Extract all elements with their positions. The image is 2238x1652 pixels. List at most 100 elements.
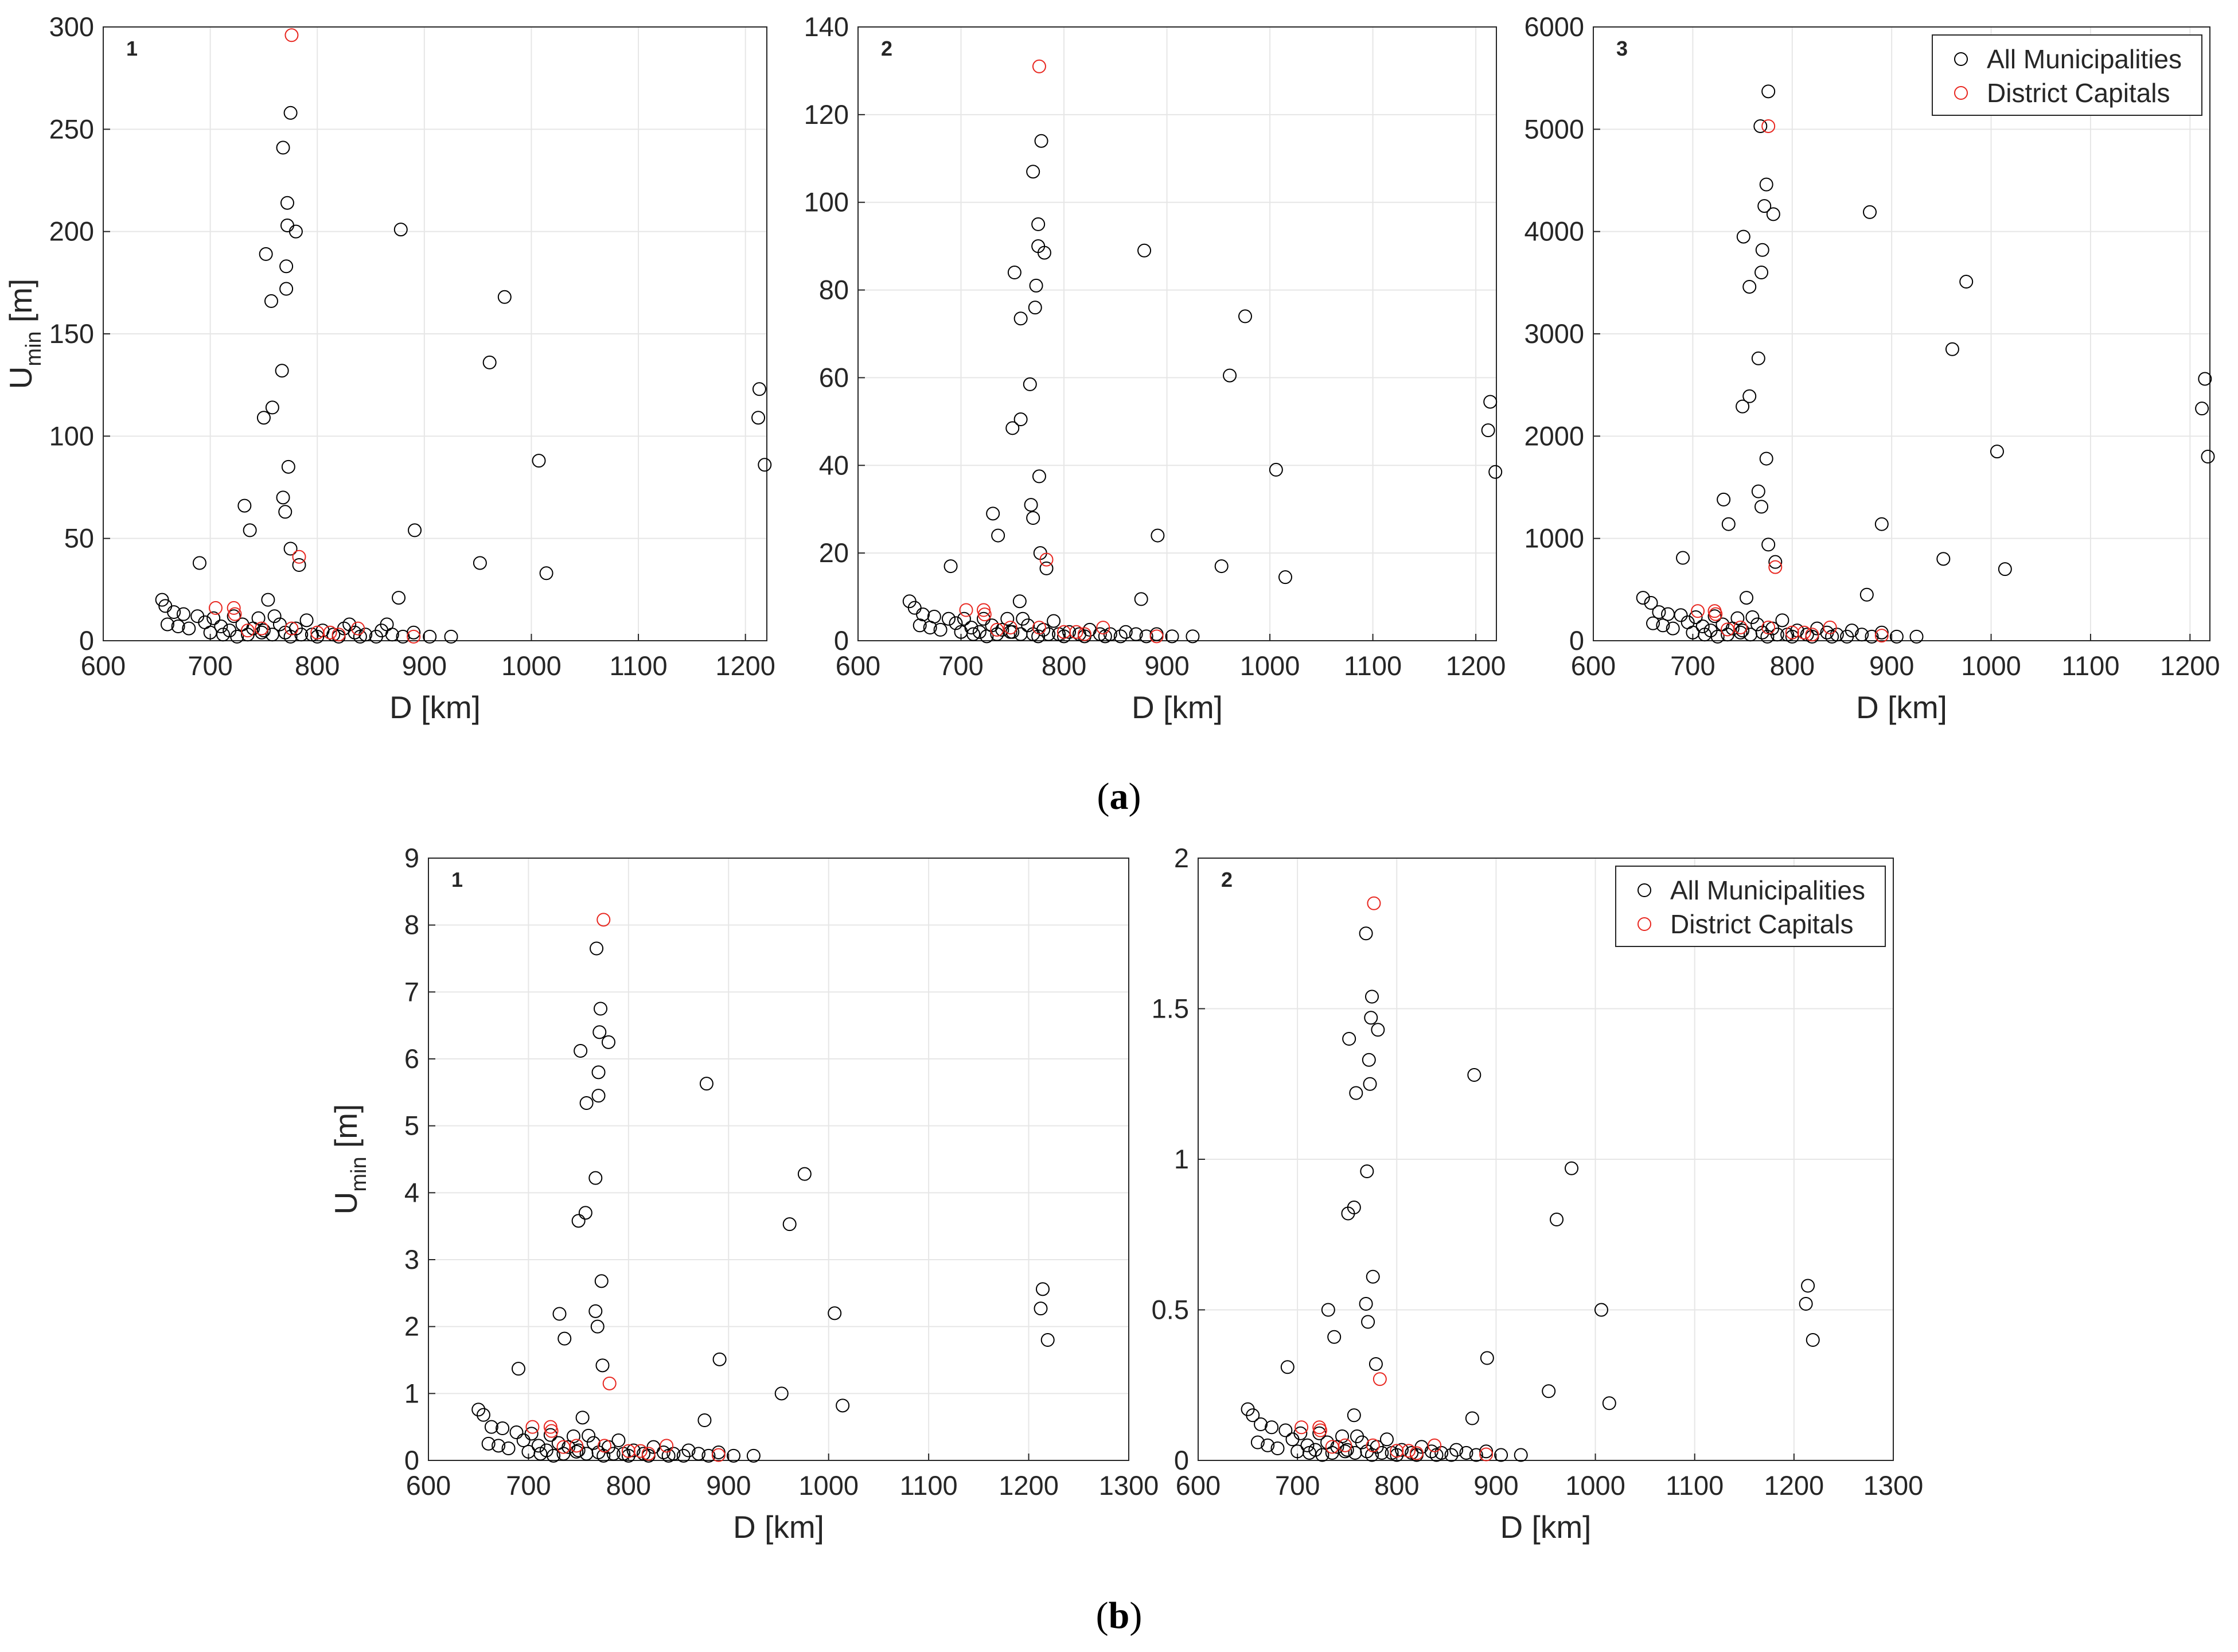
municipality-point [533,1447,548,1461]
municipality-point [1565,1161,1579,1175]
municipality-point [986,506,1000,521]
municipality-point [557,1331,572,1346]
y-tick-label: 5 [404,1111,419,1141]
panel-number: 3 [1616,37,1628,60]
chart-b2: 600 700 800 900 1000 1100 1200 1300 0 0.5 1 1.5 2 2 D … [1152,843,1924,1545]
x-tick-label: 600 [836,650,880,681]
municipality-point [578,1206,592,1220]
municipality-point [691,1447,705,1461]
municipality-point [1361,1315,1375,1329]
y-tick-label: 40 [819,450,849,480]
municipality-point [1034,134,1048,148]
municipality-point [582,1428,596,1443]
series-district-capitals [959,59,1164,644]
municipality-point [501,1441,516,1455]
capital-point [1768,560,1783,574]
municipality-point [1349,1086,1363,1100]
capital-point [596,913,611,927]
municipality-point [1936,552,1951,566]
capital-point [1874,629,1889,643]
y-tick-label: 200 [49,216,94,247]
municipality-point [1254,1417,1268,1431]
municipality-point [1280,1360,1295,1374]
municipality-point [1945,342,1959,356]
municipality-point [1348,1446,1362,1460]
municipality-point [294,628,309,642]
municipality-point [590,941,604,956]
x-tick-label: 1000 [1961,650,2021,681]
municipality-point [1037,246,1051,260]
municipality-point [280,196,294,210]
x-axis-label: D [km] [1132,689,1223,725]
municipality-point [1825,629,1839,644]
capital-point [570,1439,584,1453]
municipality-point [1710,629,1725,644]
capital-point [1797,625,1811,640]
capital-point [597,1439,611,1453]
municipality-point [943,559,958,574]
municipality-point [237,498,252,513]
municipality-point [1363,1077,1377,1091]
capital-point [351,621,365,636]
caption-a-close: ) [1129,776,1141,817]
municipality-point [1909,629,1924,644]
municipality-point [423,629,437,644]
municipality-point [1047,614,1061,628]
capital-point [323,625,337,640]
x-tick-label: 900 [706,1470,751,1501]
municipality-point [1865,629,1879,644]
municipality-point [1342,1032,1356,1046]
capital-point [1402,1444,1416,1458]
y-axis-label: Umin [m] [328,1104,371,1215]
municipality-point [1007,266,1021,279]
plot-frame [428,858,1129,1461]
y-tick-label: 1000 [1524,523,1584,554]
municipality-point [588,1171,603,1185]
y-tick-label: 5000 [1524,114,1584,144]
municipality-point [1360,1164,1374,1178]
municipality-point [511,1362,525,1376]
x-tick-label: 800 [1770,650,1815,681]
municipality-point [774,1386,789,1401]
municipality-point [1480,1351,1494,1365]
municipality-point [1990,445,2004,459]
y-tick-label: 1 [1174,1144,1189,1174]
legend: All Municipalities District Capitals [1932,34,2202,116]
x-tick-label: 700 [938,650,983,681]
x-tick-label: 800 [295,650,340,681]
y-tick-label: 2 [1174,843,1189,873]
municipality-point [1429,1448,1444,1462]
legend-label-capitals: District Capitals [1987,78,2170,108]
x-tick-label: 1100 [2061,650,2119,681]
x-tick-label: 1000 [1240,650,1300,681]
x-tick-label: 1200 [999,1470,1059,1501]
caption-b-open: ( [1096,1595,1109,1637]
municipality-point [1759,451,1773,466]
municipality-point [1602,1396,1616,1411]
municipality-point [1459,1446,1473,1460]
municipality-point [923,621,937,635]
municipality-point [531,1439,545,1453]
y-tick-label: 60 [819,362,849,392]
municipality-point [1766,207,1780,221]
municipality-point [1469,1448,1483,1462]
municipality-point [972,625,987,639]
municipality-point [484,1420,498,1434]
municipality-point [991,528,1005,543]
municipality-point [278,505,293,519]
municipality-point [1695,620,1710,634]
series-district-capitals [525,913,726,1462]
capital-point [1785,625,1799,640]
capital-point [1805,628,1819,642]
municipality-point [1768,555,1783,569]
capital-point [711,1448,726,1462]
municipality-point [471,1402,486,1417]
municipality-point [1362,1053,1376,1067]
y-tick-label: 1.5 [1152,993,1189,1024]
municipality-point [160,617,174,632]
municipality-point [594,1002,608,1016]
x-tick-label: 700 [1275,1470,1320,1501]
municipality-point [1039,561,1054,575]
y-tick-label: 0 [1569,625,1584,656]
municipality-point [1028,301,1042,315]
